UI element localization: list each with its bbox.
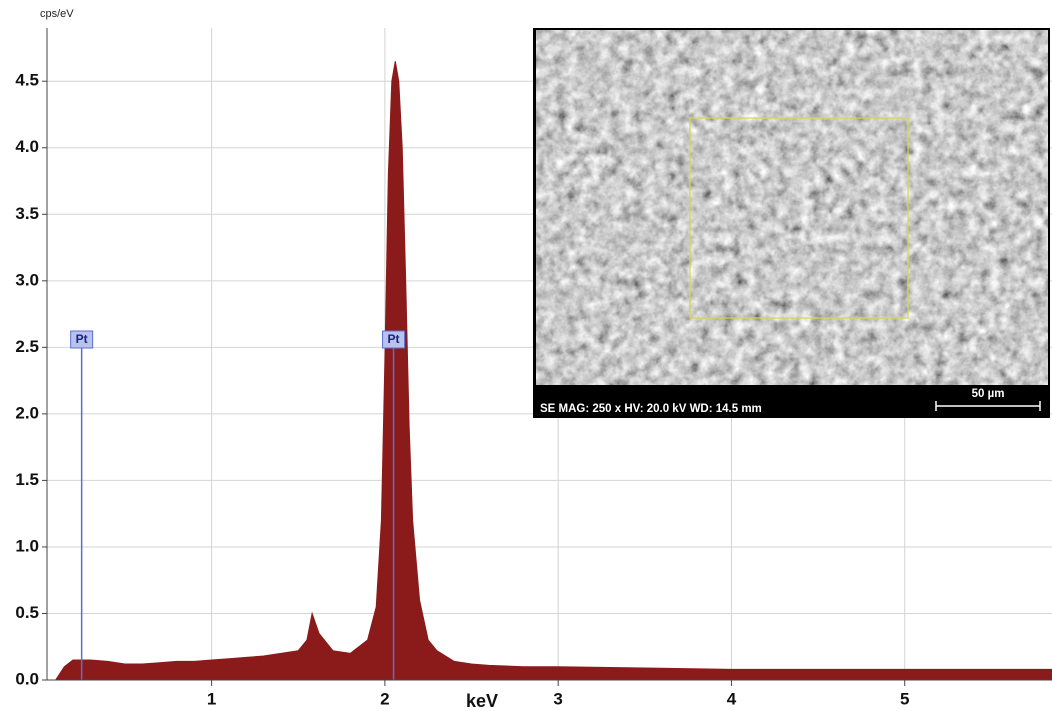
y-tick-label: 4.0: [15, 137, 39, 156]
y-tick-label: 2.5: [15, 337, 39, 356]
y-tick-label: 0.0: [15, 669, 39, 688]
plot-area: Pt Pt: [54, 61, 1052, 681]
marker-box: [382, 330, 406, 349]
x-tick-label: 4: [727, 689, 737, 708]
marker-box: [70, 330, 94, 349]
selection-box: [689, 117, 909, 319]
x-axis-label: keV: [466, 691, 498, 711]
x-tick-label: 3: [553, 689, 562, 708]
sem-image: [536, 30, 1048, 385]
x-tick-label: 1: [207, 689, 216, 708]
y-axis-label: cps/eV: [40, 8, 74, 20]
marker-label: Pt: [76, 332, 88, 346]
y-tick-label: 4.5: [15, 71, 39, 90]
marker-label: Pt: [388, 332, 400, 346]
spectrum: [54, 61, 1052, 681]
x-tick-label: 5: [900, 689, 909, 708]
scale-bar: [935, 401, 1041, 411]
scale-label: 50 µm: [972, 388, 1005, 400]
y-tick-label: 3.0: [15, 270, 39, 289]
y-tick-label: 0.5: [15, 603, 39, 622]
y-tick-label: 1.0: [15, 536, 39, 555]
y-tick-label: 1.5: [15, 470, 39, 489]
y-tick-label: 2.0: [15, 403, 39, 422]
y-tick-label: 3.5: [15, 204, 39, 223]
sem-inset: SE MAG: 250 x HV: 20.0 kV WD: 14.5 mm 50…: [533, 28, 1050, 418]
inset-info: SE MAG: 250 x HV: 20.0 kV WD: 14.5 mm: [540, 403, 762, 415]
x-tick-label: 2: [380, 689, 389, 708]
